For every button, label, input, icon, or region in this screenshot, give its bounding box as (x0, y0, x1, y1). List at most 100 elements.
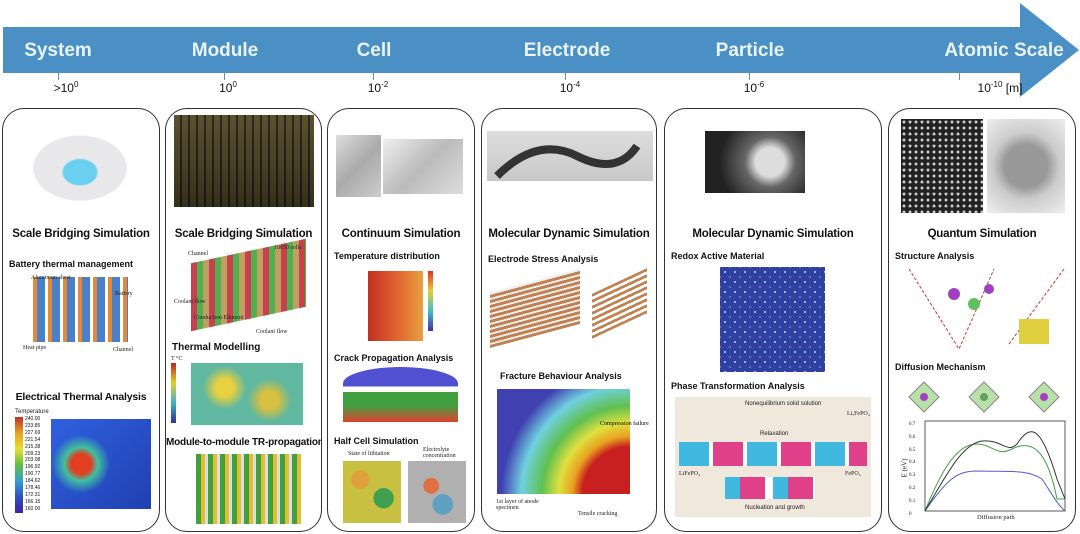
subheading: Diffusion Mechanism (895, 362, 986, 372)
label: Heat pipe (23, 345, 47, 351)
tick (959, 73, 960, 80)
stage-label-atomic: Atomic Scale (944, 40, 1064, 61)
scale-cell: 10-2 (367, 80, 389, 95)
y-ticks: 0.7 0.6 0.5 0.4 0.3 0.2 0.1 0 (909, 419, 915, 521)
legend-value: 209.23 (25, 450, 41, 457)
panel-title: Scale Bridging Simulation (12, 228, 150, 240)
label: Relaxation (760, 431, 789, 437)
y-tick-label: 0.7 (909, 422, 916, 427)
label: FePO₄ (845, 471, 861, 477)
scale-module: 100 (219, 80, 237, 95)
tem-image (987, 119, 1065, 213)
temperature-plot (368, 271, 423, 341)
module-photo (174, 115, 314, 207)
label: 18650 cells (274, 245, 302, 251)
crack-propagation-image (343, 367, 458, 422)
label: 1st layer of anode specimen (496, 499, 539, 511)
subheading: Electrode Stress Analysis (488, 254, 599, 264)
y-axis-label: E (eV) (900, 458, 909, 478)
electrolyte-image (408, 461, 466, 523)
legend-value: 190.77 (25, 471, 41, 478)
label: LiFePO₄ (679, 471, 701, 477)
label: Tensile cracking (578, 511, 618, 517)
stress-analysis-image (490, 268, 580, 349)
legend-value: 240.00 (25, 416, 41, 422)
arrow-shape (3, 3, 1079, 97)
panel-title: Molecular Dynamic Simulation (488, 228, 650, 240)
series-green (924, 443, 1065, 512)
label: LiₓFePO₄ (847, 411, 870, 417)
legend-title: Temperature (15, 409, 49, 415)
stage-label-cell: Cell (356, 40, 392, 61)
panel-system: Scale Bridging Simulation Battery therma… (2, 108, 160, 532)
label: Nucleation and growth (745, 505, 805, 511)
scale-particle: 10-6 (743, 80, 765, 95)
subheading: Electrical Thermal Analysis (15, 391, 147, 403)
subheading: Module-to-module TR-propagation (166, 437, 322, 448)
diffusion-structures (908, 381, 1060, 413)
temperature-colorbar (428, 271, 433, 331)
label: Aluminum sheet (31, 275, 71, 281)
label: Coolant flow (174, 299, 206, 305)
scale-electrode: 10-4 (559, 80, 581, 95)
subheading: Crack Propagation Analysis (334, 353, 454, 363)
legend-value: 233.85 (25, 422, 41, 429)
legend-value: 172.31 (25, 491, 41, 498)
temperature-colorbar (15, 417, 23, 513)
stage-label-module: Module (191, 40, 259, 61)
subheading: Phase Transformation Analysis (671, 381, 805, 391)
tick (565, 73, 566, 80)
label: T °C (171, 356, 183, 362)
stage-label-particle: Particle (715, 40, 785, 61)
thermal-colorbar (171, 363, 176, 423)
y-tick-label: 0.4 (909, 460, 916, 466)
legend-value: 166.15 (25, 498, 41, 505)
legend-values: 240.00 233.85 227.69 221.54 215.38 209.23 203.… (25, 416, 40, 513)
legend-value: 196.92 (25, 464, 41, 471)
subheading: Temperature distribution (334, 251, 440, 261)
tr-propagation-image (196, 454, 301, 524)
label: Conduction Element (194, 315, 244, 321)
y-tick-label: 0.5 (909, 447, 916, 453)
panel-title: Molecular Dynamic Simulation (692, 228, 854, 240)
legend-value: 215.38 (25, 443, 41, 450)
prismatic-cell-image (383, 139, 463, 194)
thermal-management-image (33, 277, 128, 342)
redox-material-cube (720, 267, 825, 372)
scale-system: >100 (53, 80, 79, 95)
label: State of lithiation (348, 451, 390, 457)
sem-image (705, 131, 805, 193)
panel-module: Scale Bridging Simulation Channel 18650 … (165, 108, 322, 532)
electrical-thermal-image (51, 419, 151, 509)
subheading: Structure Analysis (895, 251, 975, 261)
nucleation-blocks (725, 477, 815, 499)
panel-title: Continuum Simulation (341, 228, 461, 240)
label: Nonequilibrium solid solution (745, 401, 822, 407)
fracture-contour-plot (497, 389, 630, 494)
electrode-strip-icon (494, 143, 641, 179)
pouch-cell-image (336, 135, 381, 197)
subheading: Redox Active Material (671, 251, 765, 261)
tick (58, 73, 59, 80)
y-tick-label: 0 (909, 511, 912, 517)
structure-image (908, 268, 1065, 351)
label: Battery (115, 291, 133, 297)
legend-value: 160.00 (25, 505, 41, 512)
legend-value: 184.62 (25, 478, 41, 485)
tick (749, 73, 750, 80)
legend-value: 203.08 (25, 457, 41, 464)
y-tick-label: 0.6 (909, 434, 916, 440)
legend-value: 227.69 (25, 429, 41, 436)
panel-title: Scale Bridging Simulation (174, 228, 313, 240)
particle-blocks (679, 442, 867, 466)
panel-cell: Continuum Simulation Temperature distrib… (327, 108, 475, 532)
scale-atomic: 10-10 [m] (977, 80, 1023, 95)
panel-particle: Molecular Dynamic Simulation Redox Activ… (664, 108, 882, 532)
lithiation-image (343, 461, 401, 523)
legend-value: 178.46 (25, 485, 41, 492)
scale-arrow (3, 3, 1079, 97)
series-black (924, 431, 1066, 512)
subheading: Thermal Modelling (172, 342, 261, 353)
thermal-heatmap (191, 363, 303, 425)
legend-value: 221.54 (25, 436, 41, 443)
